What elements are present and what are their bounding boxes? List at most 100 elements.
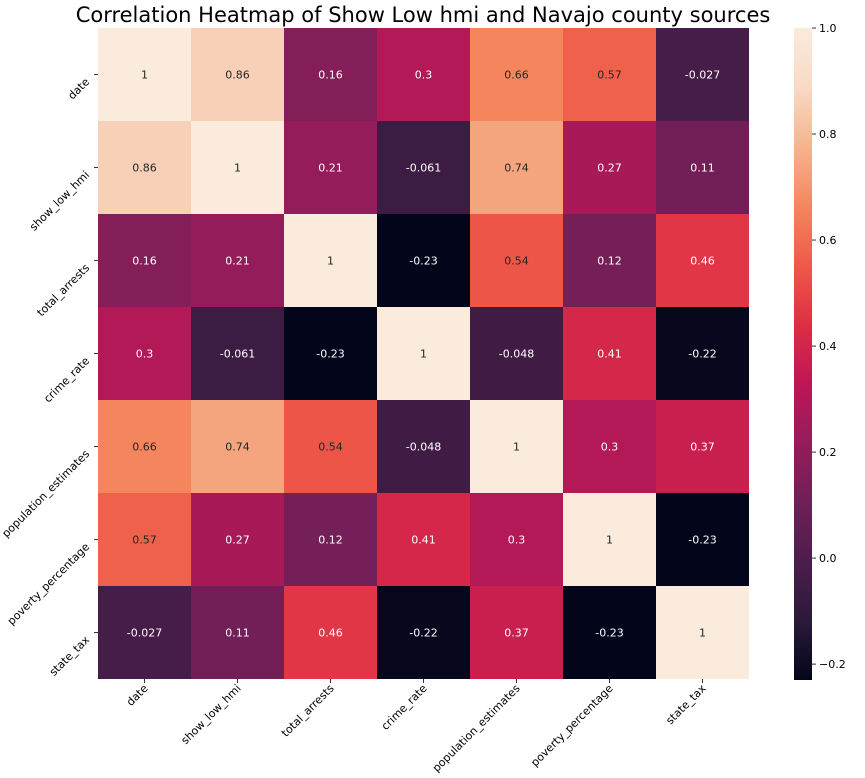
heatmap-cell-6-5 [563, 586, 656, 679]
heatmap-cell-4-3 [377, 400, 470, 493]
cell-value-label-3-3: 1 [420, 348, 427, 361]
cell-value-label-1-5: 0.27 [597, 162, 622, 175]
cell-value-label-6-3: -0.22 [409, 627, 437, 640]
heatmap-cell-1-3 [377, 121, 470, 214]
y-tick-label: total_arrests [34, 261, 92, 319]
x-tick-label: show_low_hmi [179, 682, 244, 747]
heatmap-cell-0-0 [98, 28, 191, 121]
cell-value-label-3-4: -0.048 [499, 348, 534, 361]
cell-value-label-2-2: 1 [327, 255, 334, 268]
cell-value-label-6-1: 0.11 [225, 627, 250, 640]
heatmap-cell-3-0 [98, 307, 191, 400]
x-tick-label: crime_rate [379, 682, 430, 733]
colorbar: −0.2 0.0 0.2 0.4 0.6 0.8 1.0 [794, 22, 846, 680]
heatmap-cell-1-2 [284, 121, 377, 214]
cell-value-label-2-6: 0.46 [690, 255, 715, 268]
heatmap-cell-0-3 [377, 28, 470, 121]
cell-value-label-6-5: -0.23 [595, 627, 623, 640]
heatmap-cell-4-6 [656, 400, 749, 493]
heatmap-cell-0-2 [284, 28, 377, 121]
heatmap-cell-4-4 [470, 400, 563, 493]
cell-value-label-4-1: 0.74 [225, 441, 250, 454]
heatmap-cell-5-1 [191, 493, 284, 586]
colorbar-gradient [794, 28, 812, 680]
heatmap-cell-4-0 [98, 400, 191, 493]
cell-value-label-5-0: 0.57 [132, 534, 157, 547]
colorbar-tick-label: 0.8 [819, 128, 837, 141]
heatmap-cell-5-4 [470, 493, 563, 586]
heatmap-cell-1-4 [470, 121, 563, 214]
heatmap-cell-3-1 [191, 307, 284, 400]
heatmap-cell-4-1 [191, 400, 284, 493]
heatmap-cell-5-3 [377, 493, 470, 586]
heatmap-cell-0-5 [563, 28, 656, 121]
cell-value-label-2-4: 0.54 [504, 255, 529, 268]
cell-value-label-1-6: 0.11 [690, 162, 715, 175]
cell-value-label-6-0: -0.027 [127, 627, 162, 640]
heatmap-cell-1-1 [191, 121, 284, 214]
cell-value-label-4-4: 1 [513, 441, 520, 454]
heatmap-cell-5-2 [284, 493, 377, 586]
heatmap-cell-4-2 [284, 400, 377, 493]
heatmap-cell-6-3 [377, 586, 470, 679]
x-tick-label: state_tax [663, 682, 709, 728]
cell-value-label-1-2: 0.21 [318, 162, 343, 175]
cell-value-label-5-4: 0.3 [508, 534, 526, 547]
cell-value-label-0-6: -0.027 [685, 69, 720, 82]
cell-value-label-1-4: 0.74 [504, 162, 529, 175]
y-axis: date show_low_hmi total_arrests crime_ratep… [0, 74, 98, 679]
heatmap-cell-6-2 [284, 586, 377, 679]
cell-value-label-2-0: 0.16 [132, 255, 157, 268]
heatmap-cell-3-6 [656, 307, 749, 400]
colorbar-tick-label: 0.6 [819, 234, 837, 247]
y-tick-label: state_tax [47, 633, 93, 679]
colorbar-tick-label: −0.2 [819, 658, 846, 671]
y-tick-label: date [65, 75, 92, 102]
cell-value-label-3-2: -0.23 [316, 348, 344, 361]
cell-value-label-0-0: 1 [141, 69, 148, 82]
cell-value-label-5-1: 0.27 [225, 534, 250, 547]
cell-value-label-4-6: 0.37 [690, 441, 715, 454]
cell-value-label-4-2: 0.54 [318, 441, 343, 454]
cell-value-label-0-5: 0.57 [597, 69, 622, 82]
colorbar-tick-label: 0.2 [819, 446, 837, 459]
cell-value-label-0-4: 0.66 [504, 69, 529, 82]
heatmap-cell-3-5 [563, 307, 656, 400]
x-tick-label: date [124, 682, 151, 709]
colorbar-tick-label: 1.0 [819, 22, 837, 35]
heatmap-cell-2-0 [98, 214, 191, 307]
heatmap-cell-1-6 [656, 121, 749, 214]
y-tick-label: show_low_hmi [27, 168, 92, 233]
heatmap-cell-6-6 [656, 586, 749, 679]
x-tick-label: total_arrests [279, 682, 337, 740]
chart-title: Correlation Heatmap of Show Low hmi and … [76, 3, 771, 27]
cell-value-label-5-6: -0.23 [688, 534, 716, 547]
colorbar-tick-label: 0.0 [819, 552, 837, 565]
heatmap-cell-1-0 [98, 121, 191, 214]
heatmap-cell-5-6 [656, 493, 749, 586]
heatmap-cell-2-4 [470, 214, 563, 307]
heatmap-cell-4-5 [563, 400, 656, 493]
x-axis: date show_low_hmi total_arrests crime_rate p… [124, 679, 709, 775]
cell-value-label-2-3: -0.23 [409, 255, 437, 268]
colorbar-tick-label: 0.4 [819, 340, 837, 353]
cell-value-label-3-6: -0.22 [688, 348, 716, 361]
heatmap-cell-1-5 [563, 121, 656, 214]
cell-value-label-2-1: 0.21 [225, 255, 250, 268]
cell-value-label-1-3: -0.061 [406, 162, 441, 175]
y-tick-label: poverty_percentage [5, 540, 92, 627]
heatmap-cell-0-1 [191, 28, 284, 121]
cell-value-label-6-6: 1 [699, 627, 706, 640]
cell-value-label-5-5: 1 [606, 534, 613, 547]
cell-value-label-0-2: 0.16 [318, 69, 343, 82]
cell-value-label-3-5: 0.41 [597, 348, 622, 361]
cell-value-label-5-2: 0.12 [318, 534, 343, 547]
heatmap-cell-6-0 [98, 586, 191, 679]
heatmap-cell-3-2 [284, 307, 377, 400]
x-tick-label: population_estimates [430, 682, 523, 775]
cell-value-label-6-2: 0.46 [318, 627, 343, 640]
cell-value-label-4-5: 0.3 [601, 441, 619, 454]
cell-value-label-2-5: 0.12 [597, 255, 622, 268]
y-tick-label: crime_rate [41, 354, 92, 405]
